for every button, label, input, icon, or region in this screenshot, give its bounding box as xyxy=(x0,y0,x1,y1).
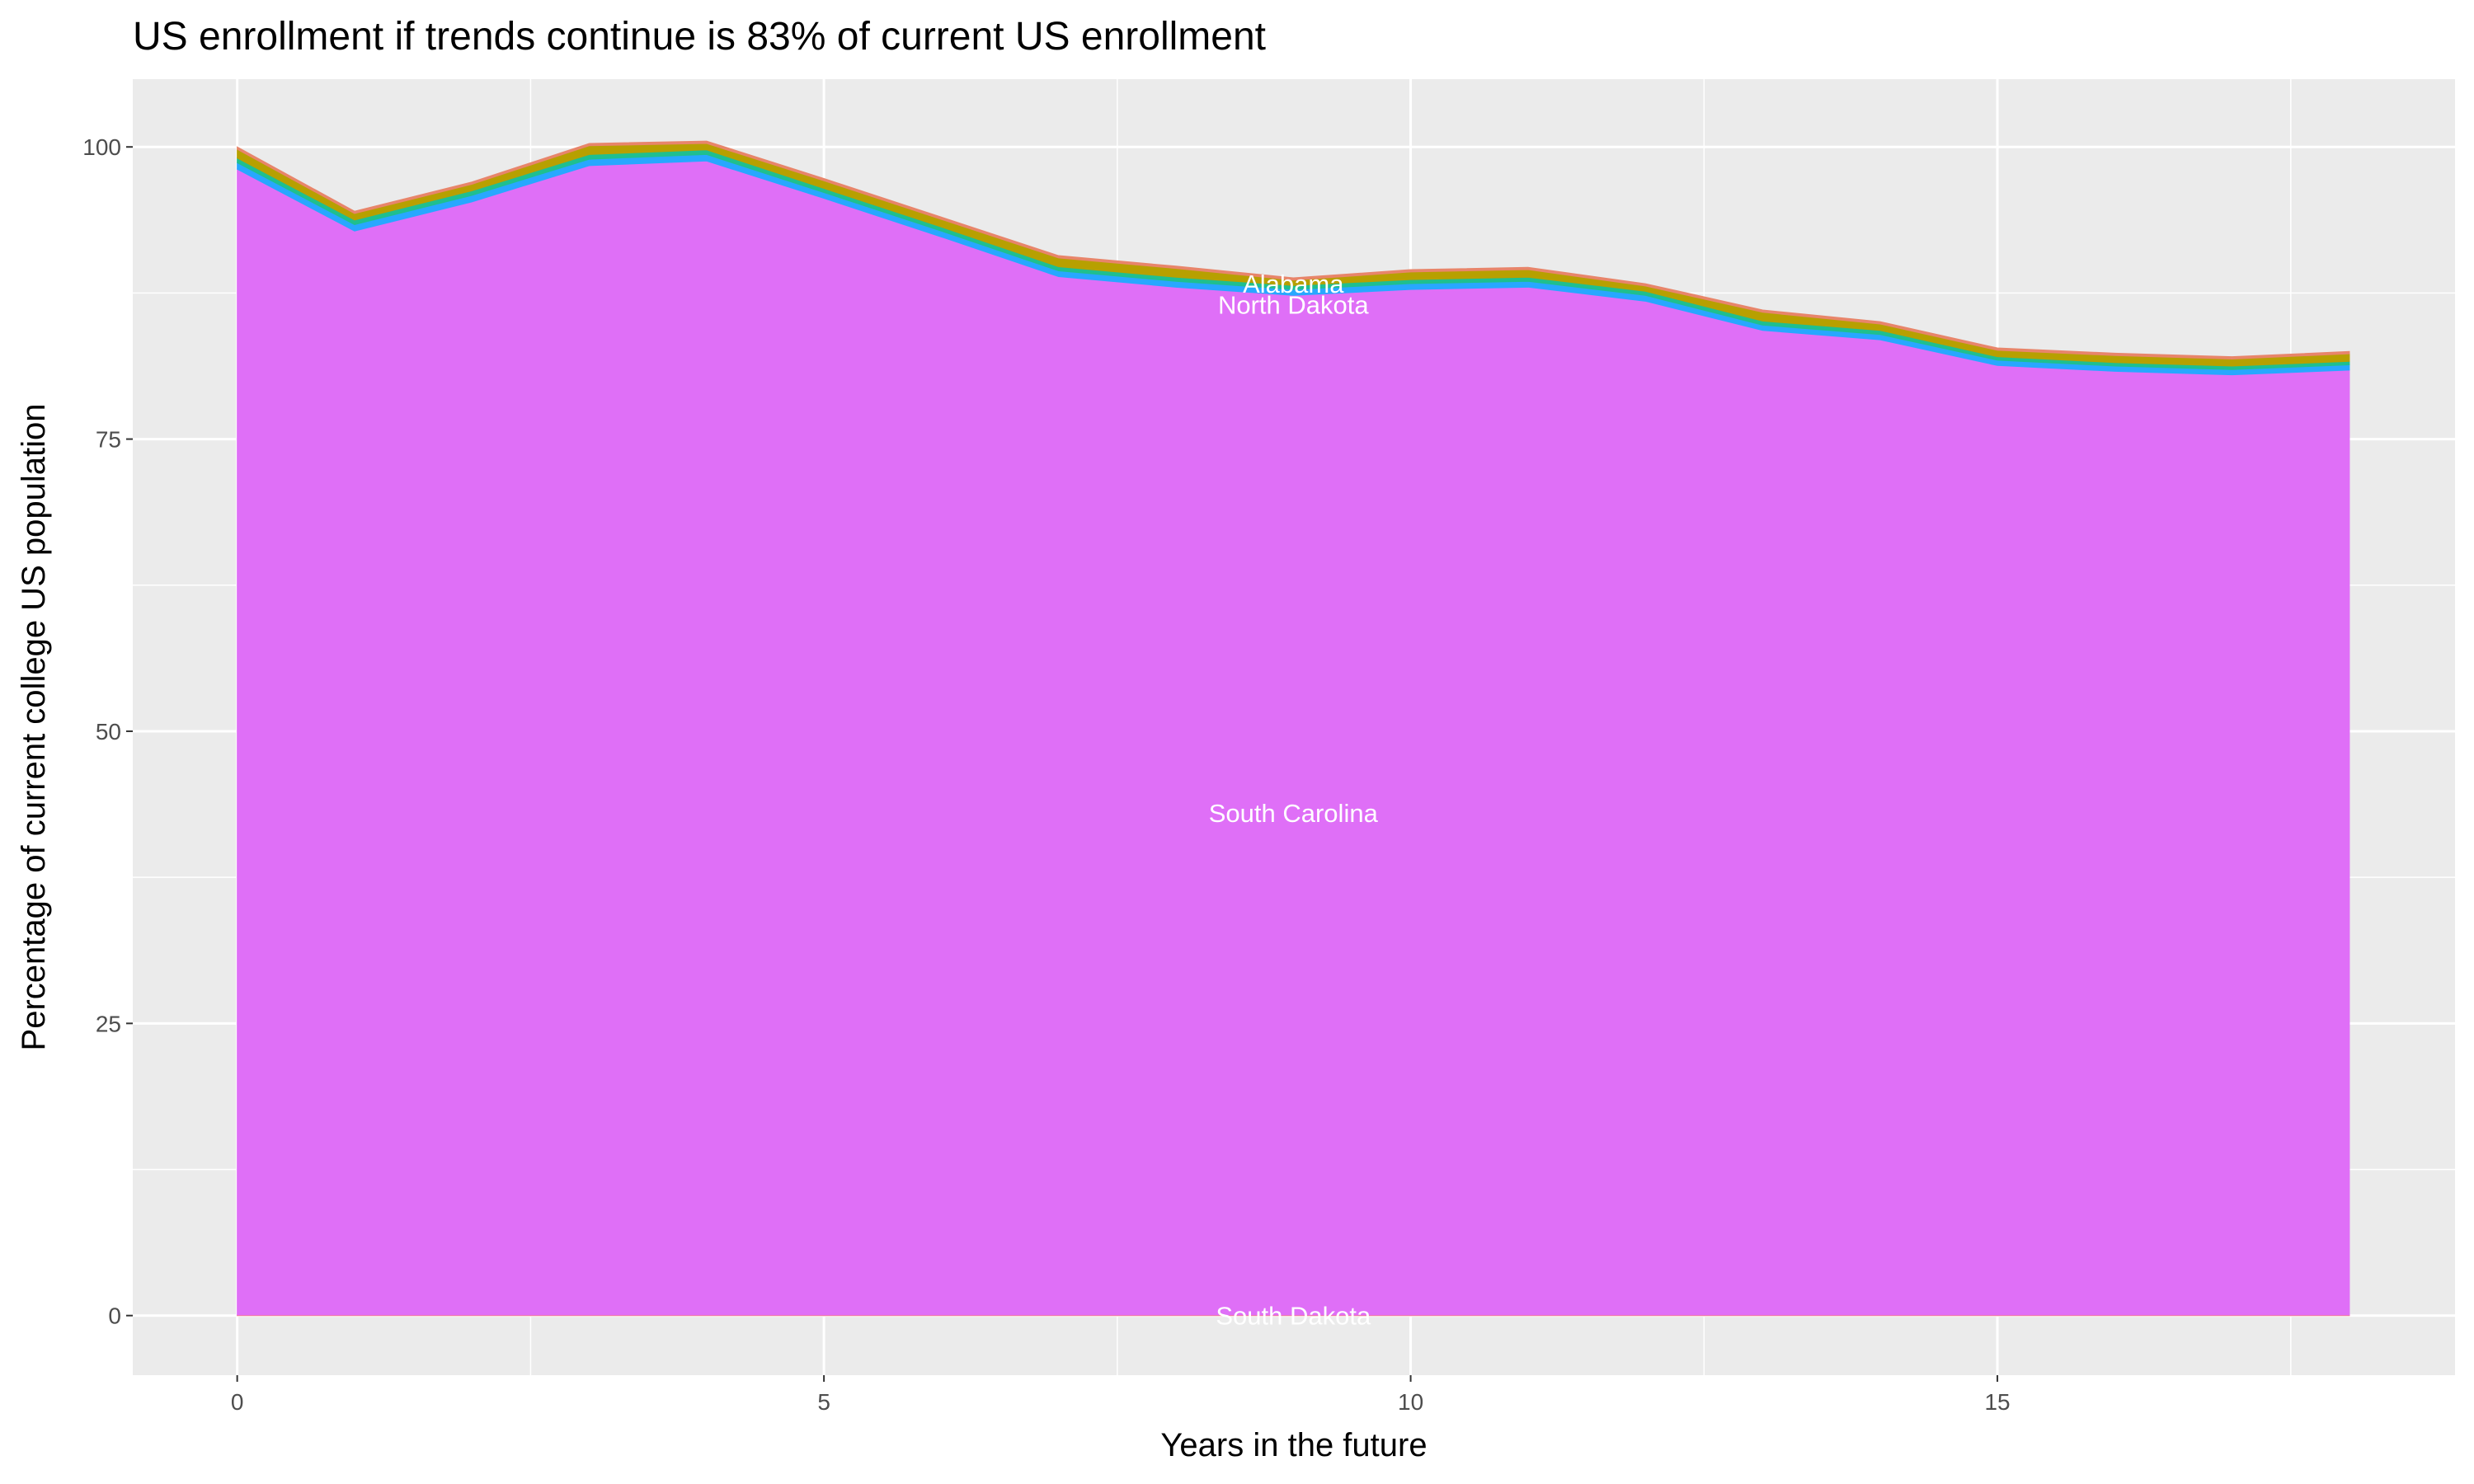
y-tick-label: 50 xyxy=(96,719,121,744)
y-axis-title: Percentage of current college US populat… xyxy=(16,404,52,1051)
x-tick-label: 0 xyxy=(231,1389,244,1415)
y-tick-label: 0 xyxy=(108,1303,121,1329)
x-tick-label: 15 xyxy=(1984,1389,2010,1415)
y-tick-label: 25 xyxy=(96,1011,121,1036)
x-axis-ticks: 0 5 10 15 xyxy=(231,1375,2011,1415)
area-layers xyxy=(237,140,2350,1317)
chart-title: US enrollment if trends continue is 83% … xyxy=(133,15,1266,59)
area-label: South Dakota xyxy=(1216,1302,1371,1331)
x-tick-label: 10 xyxy=(1398,1389,1423,1415)
area-label: North Dakota xyxy=(1218,291,1369,320)
area-label: South Carolina xyxy=(1209,799,1379,828)
x-axis-title: Years in the future xyxy=(1160,1427,1427,1463)
area-label: Alabama xyxy=(1243,270,1344,298)
y-tick-label: 100 xyxy=(82,134,121,160)
y-axis-ticks: 0 25 50 75 100 xyxy=(82,134,133,1329)
y-tick-label: 75 xyxy=(96,427,121,453)
area-alabama xyxy=(237,140,2350,359)
x-tick-label: 5 xyxy=(817,1389,830,1415)
